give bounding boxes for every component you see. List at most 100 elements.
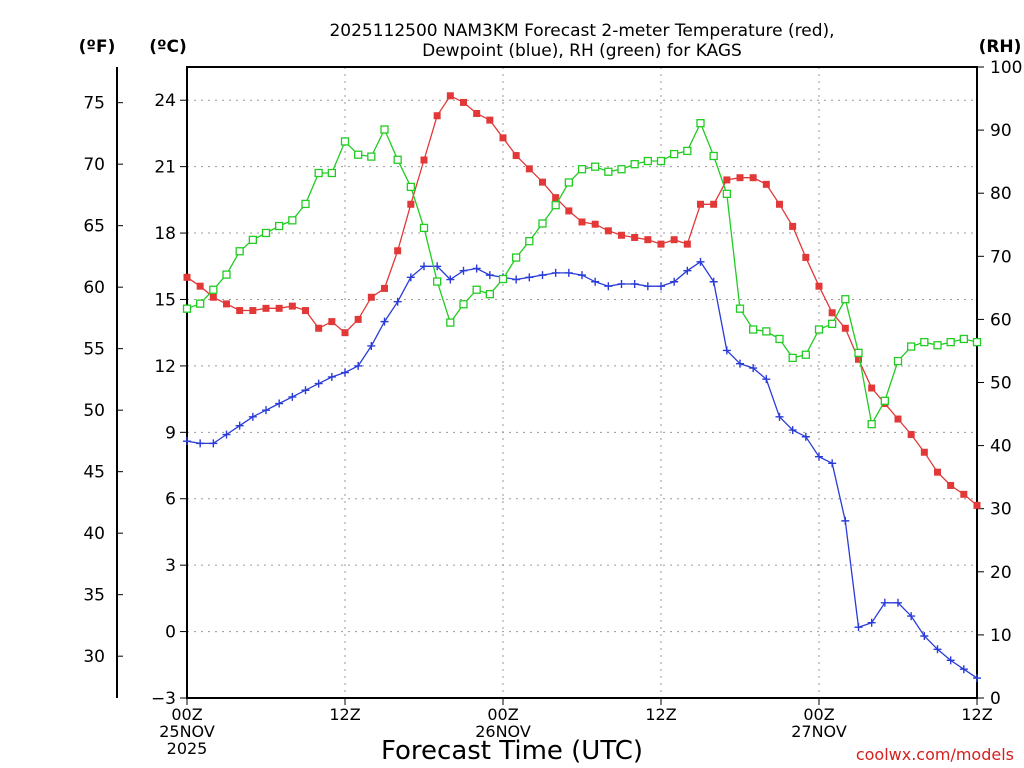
dewpoint-point <box>301 386 310 395</box>
dewpoint-point <box>380 317 389 326</box>
dewpoint-point <box>657 282 665 291</box>
2-meter-temperature-point <box>236 307 244 315</box>
dewpoint-point <box>880 598 889 607</box>
2-meter-temperature-point <box>934 468 941 476</box>
rh-point <box>972 337 982 347</box>
credit-link[interactable]: coolwx.com/models <box>856 745 1014 764</box>
rh-point <box>419 223 429 233</box>
x-tick-label-line: 00Z <box>487 705 518 724</box>
dewpoint-point <box>973 674 981 683</box>
celsius-tick-label: 21 <box>154 158 176 178</box>
rh-point <box>709 151 718 161</box>
rh-axis-unit: (RH) <box>979 37 1022 57</box>
2-meter-temperature-point <box>749 174 757 182</box>
2-meter-temperature-point <box>486 116 494 124</box>
dewpoint-point <box>867 618 876 627</box>
x-tick-label-line: 00Z <box>803 705 834 724</box>
dewpoint-point <box>722 346 731 355</box>
rh-point <box>485 290 494 299</box>
dewpoint-point <box>196 439 205 448</box>
2-meter-temperature-line <box>186 94 978 506</box>
fahrenheit-tick-label: 45 <box>83 463 105 483</box>
x-tick-label: 00Z 26NOV <box>475 705 531 741</box>
rh-point <box>446 318 455 327</box>
dewpoint-point <box>854 623 863 632</box>
x-tick-label-line: 00Z <box>171 705 202 724</box>
rh-point <box>735 304 745 313</box>
rh-point <box>828 319 837 328</box>
rh-tick-label: 10 <box>990 626 1012 646</box>
rh-point <box>933 341 942 350</box>
dewpoint-point <box>327 372 336 381</box>
dewpoint-point <box>222 430 231 439</box>
dewpoint-point <box>367 341 376 350</box>
rh-point <box>459 300 468 309</box>
rh-tick-label: 30 <box>990 500 1012 520</box>
dewpoint-point <box>564 268 573 277</box>
x-tick-label-line: 26NOV <box>475 722 531 741</box>
x-tick-label-line: 12Z <box>329 705 360 724</box>
x-tick-label: 00Z 25NOV 2025 <box>159 705 215 758</box>
rh-tick-label: 70 <box>990 247 1012 267</box>
rh-tick-label: 90 <box>990 121 1012 141</box>
rh-point <box>564 178 573 187</box>
2-meter-temperature-point <box>960 490 968 498</box>
2-meter-temperature-point <box>907 431 915 439</box>
rh-point <box>577 165 587 174</box>
dewpoint-point <box>617 279 626 288</box>
rh-point <box>433 277 442 286</box>
rh-point <box>196 299 205 308</box>
chart-title-line1: 2025112500 NAM3KM Forecast 2-meter Tempe… <box>329 21 834 41</box>
2-meter-temperature-point <box>499 134 507 142</box>
rh-point <box>209 285 218 294</box>
rh-point <box>762 327 771 336</box>
2-meter-temperature-point <box>802 253 810 261</box>
2-meter-temperature-point <box>591 220 599 228</box>
dewpoint-point <box>314 379 323 388</box>
rh-point <box>814 325 824 334</box>
celsius-axis-unit: (ºC) <box>149 37 187 57</box>
fahrenheit-axis-unit: (ºF) <box>79 37 116 57</box>
2-meter-temperature-point <box>341 329 349 337</box>
2-meter-temperature-point <box>683 240 691 248</box>
dewpoint-point <box>209 439 218 448</box>
2-meter-temperature-point <box>618 231 625 239</box>
rh-tick-label: 100 <box>990 58 1022 78</box>
rh-tick-label: 60 <box>990 310 1012 330</box>
dewpoint-point <box>183 437 191 446</box>
dewpoint-point <box>393 297 402 306</box>
rh-point <box>683 146 692 156</box>
2-meter-temperature-point <box>657 240 665 248</box>
2-meter-temperature-point <box>920 448 928 456</box>
rh-point <box>367 152 376 161</box>
rh-point <box>406 182 415 192</box>
plot-frame <box>186 66 978 699</box>
2-meter-temperature-point <box>512 152 520 160</box>
2-meter-temperature-point <box>446 92 454 100</box>
rh-point <box>749 325 758 334</box>
dewpoint-point <box>354 361 363 370</box>
celsius-tick-label: 3 <box>165 556 176 576</box>
rh-point <box>643 156 652 166</box>
rh-point <box>182 304 192 313</box>
fahrenheit-tick-label: 75 <box>83 94 105 114</box>
2-meter-temperature-point <box>433 112 441 120</box>
dewpoint-point <box>604 282 613 291</box>
fahrenheit-tick-label: 40 <box>83 524 105 544</box>
fahrenheit-tick-label: 70 <box>83 155 105 175</box>
rh-point <box>880 396 889 405</box>
rh-tick-label: 80 <box>990 184 1012 204</box>
rh-point <box>841 295 850 304</box>
rh-point <box>722 189 731 198</box>
dewpoint-point <box>512 275 521 284</box>
fahrenheit-tick-label: 60 <box>83 278 105 298</box>
rh-point <box>327 168 336 178</box>
rh-point <box>288 216 297 225</box>
dewpoint-point <box>815 452 823 461</box>
rh-point <box>248 235 257 245</box>
x-tick-label-line: 2025 <box>167 739 208 758</box>
rh-point <box>893 356 903 366</box>
rh-point <box>854 348 863 357</box>
2-meter-temperature-point <box>789 222 797 230</box>
